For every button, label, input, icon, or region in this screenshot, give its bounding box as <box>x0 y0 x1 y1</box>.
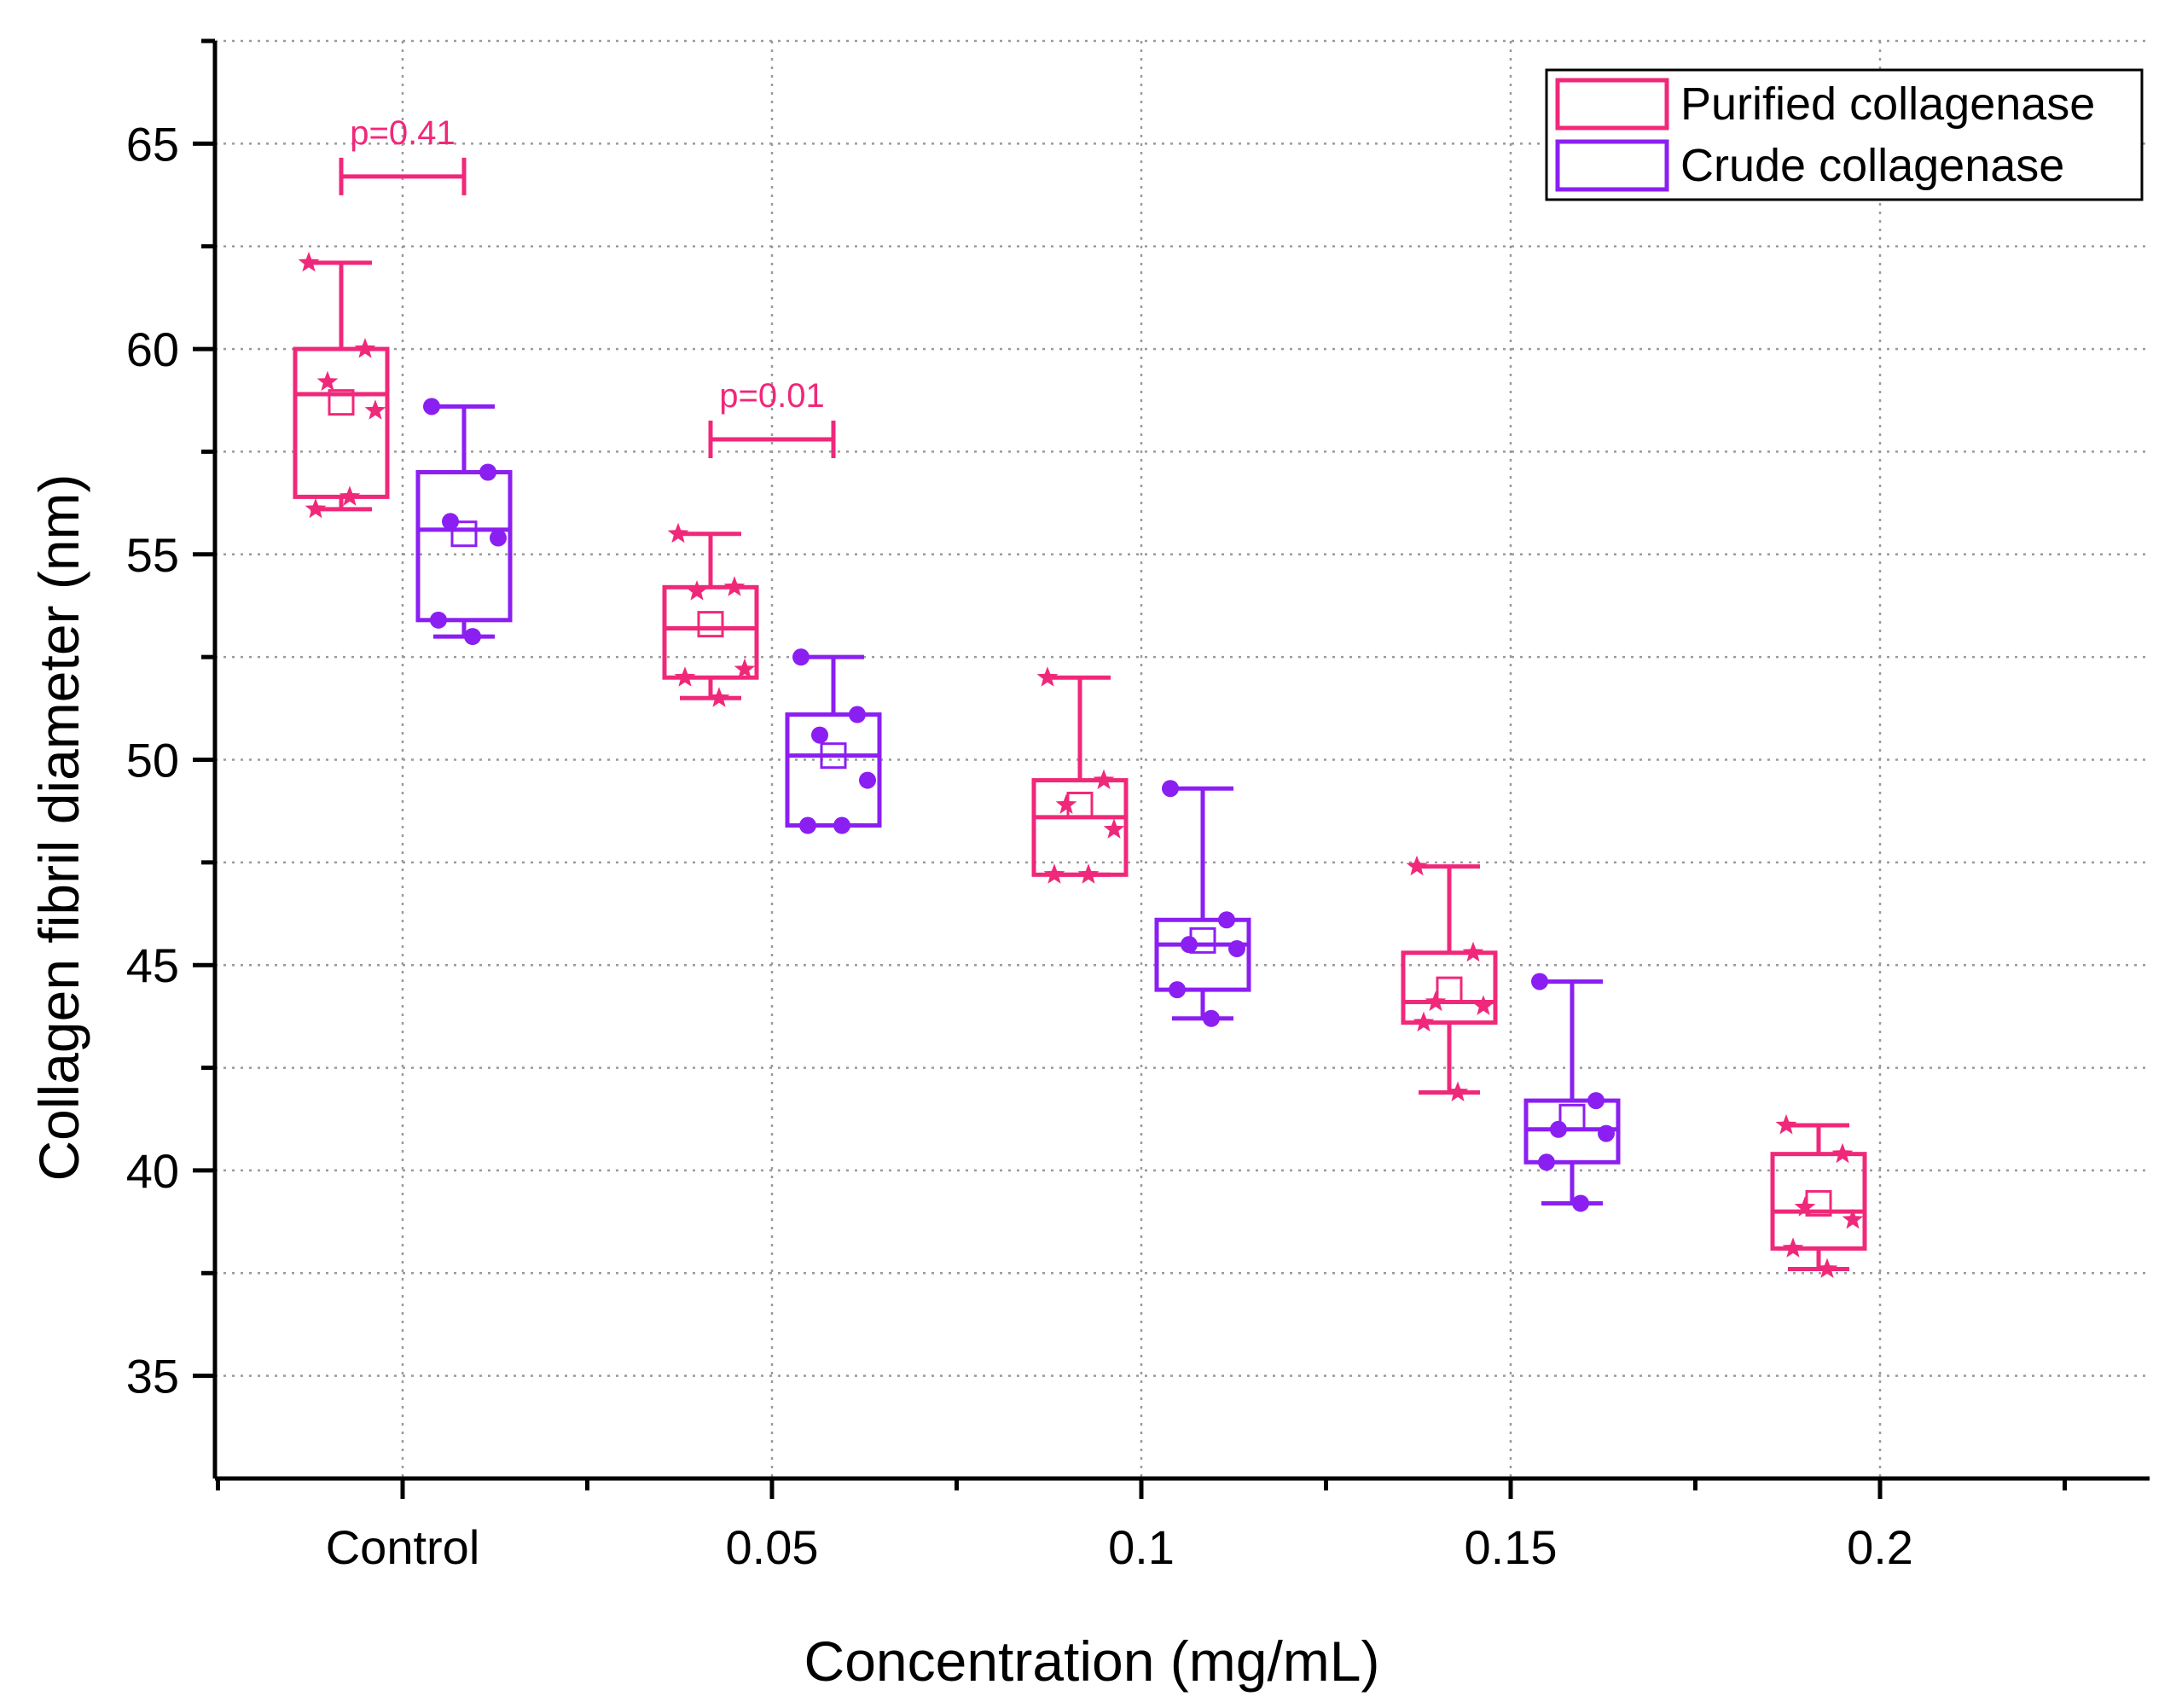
box <box>662 584 759 680</box>
data-point-circle <box>799 816 816 834</box>
data-point-star <box>339 485 361 506</box>
data-point-circle <box>1228 939 1245 957</box>
y-axis-title: Collagen fibril diameter (nm) <box>27 474 90 1182</box>
data-point-star <box>1043 863 1065 884</box>
data-point-star <box>674 666 696 687</box>
data-point-circle <box>811 726 828 744</box>
legend-label: Purified collagenase <box>1680 78 2095 130</box>
data-point-star <box>1055 793 1077 814</box>
data-point-star <box>686 580 708 601</box>
data-point-star <box>1775 1114 1797 1135</box>
data-point-star <box>1462 941 1484 962</box>
data-point-circle <box>430 611 447 629</box>
data-point-star <box>1782 1237 1804 1258</box>
x-tick-label: 0.1 <box>1108 1520 1175 1574</box>
y-tick-label: 45 <box>126 938 179 992</box>
box <box>785 712 882 828</box>
axes: 35 40 45 50 55 60 65 Control 0.05 0.1 0.15 0.2 <box>126 38 2150 1574</box>
data-point-circle <box>833 816 850 834</box>
x-tick-label: 0.05 <box>726 1520 819 1574</box>
legend-label: Crude collagenase <box>1680 140 2064 191</box>
x-tick-label: 0.2 <box>1847 1520 1913 1574</box>
data-point-star <box>1093 769 1115 790</box>
mean-marker <box>1558 1103 1586 1130</box>
data-point-star <box>1103 818 1125 839</box>
legend-box <box>1545 68 2144 201</box>
legend: Purified collagenase Crude collagenase <box>1545 68 2144 201</box>
data-point-star <box>298 252 320 272</box>
data-point-circle <box>1203 1009 1220 1027</box>
data-point-circle <box>1538 1153 1555 1171</box>
x-axis-title: Concentration (mg/mL) <box>804 1630 1380 1693</box>
data-point-star <box>723 576 746 596</box>
significance-annotations: p=0.41 p=0.01 <box>339 114 836 458</box>
data-point-circle <box>490 529 507 547</box>
box <box>293 346 390 499</box>
box <box>1401 950 1498 1025</box>
p-value-label: p=0.01 <box>719 377 824 415</box>
box <box>1154 917 1251 992</box>
plot-area <box>293 252 1867 1278</box>
data-point-star <box>1842 1208 1864 1229</box>
data-point-circle <box>1218 911 1235 929</box>
data-point-star <box>1406 855 1428 876</box>
y-tick-label: 55 <box>126 528 179 582</box>
legend-swatch <box>1555 78 1669 131</box>
data-point-circle <box>1598 1124 1615 1142</box>
mean-marker <box>820 742 847 770</box>
data-point-circle <box>479 463 496 481</box>
y-tick-label: 60 <box>126 322 179 376</box>
data-point-star <box>1447 1081 1469 1101</box>
data-point-star <box>1413 1011 1435 1032</box>
data-point-star <box>354 338 376 358</box>
data-point-star <box>1816 1258 1838 1278</box>
mean-marker <box>697 611 724 638</box>
data-point-star <box>1425 991 1447 1012</box>
box <box>1031 778 1129 877</box>
data-point-circle <box>1162 780 1179 798</box>
y-tick-label: 35 <box>126 1350 179 1403</box>
data-point-circle <box>859 771 876 789</box>
data-point-star <box>734 658 756 679</box>
x-tick-label: 0.15 <box>1465 1520 1558 1574</box>
y-tick-label: 65 <box>126 117 179 171</box>
data-point-star <box>1472 995 1494 1015</box>
mean-marker <box>328 389 355 416</box>
data-point-star <box>667 522 689 543</box>
data-point-star <box>1036 666 1059 687</box>
data-point-circle <box>1587 1092 1605 1110</box>
grid-lines <box>215 39 2150 1479</box>
data-point-star <box>1831 1142 1854 1164</box>
mean-marker <box>450 520 478 548</box>
data-point-circle <box>849 706 866 723</box>
y-tick-label: 40 <box>126 1144 179 1198</box>
box <box>1770 1152 1867 1251</box>
data-point-star <box>1794 1196 1816 1217</box>
x-tick-label: Control <box>326 1520 480 1574</box>
data-point-circle <box>1572 1194 1589 1212</box>
data-point-circle <box>1531 973 1548 991</box>
data-point-circle <box>423 398 440 415</box>
p-value-label: p=0.41 <box>350 114 455 152</box>
data-point-circle <box>792 648 810 666</box>
data-point-circle <box>1169 981 1186 999</box>
data-point-circle <box>442 513 459 531</box>
data-point-circle <box>1181 936 1198 954</box>
data-point-star <box>708 687 730 707</box>
data-point-circle <box>1550 1120 1567 1138</box>
legend-swatch <box>1555 139 1669 192</box>
data-point-star <box>316 370 339 392</box>
data-point-circle <box>464 628 481 646</box>
box <box>415 470 513 623</box>
mean-marker <box>1436 976 1463 1003</box>
data-point-star <box>1077 863 1100 884</box>
data-point-star <box>305 497 327 519</box>
y-tick-label: 50 <box>126 734 179 787</box>
data-point-star <box>364 399 386 420</box>
